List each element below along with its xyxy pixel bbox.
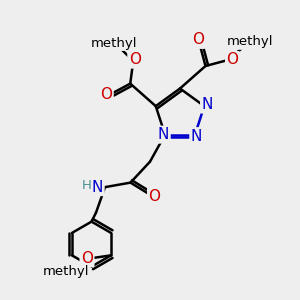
Text: O: O [148,189,160,204]
Text: O: O [192,32,204,47]
Text: O: O [100,87,112,102]
Text: N: N [158,127,169,142]
Text: methyl: methyl [43,266,89,278]
Text: O: O [129,52,141,67]
Text: O: O [226,52,238,68]
Text: N: N [202,97,213,112]
Text: O: O [81,251,93,266]
Text: methyl: methyl [91,37,137,50]
Text: methyl: methyl [227,35,274,49]
Text: H: H [82,179,91,192]
Text: N: N [92,180,103,195]
Text: N: N [191,129,202,144]
